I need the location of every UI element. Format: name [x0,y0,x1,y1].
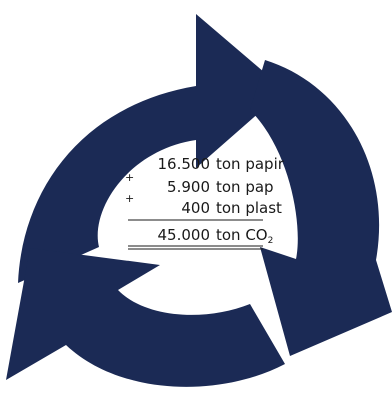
row-2-label: ton pap [216,178,274,196]
plus-sign-1: + [125,171,134,184]
row-3-number: 400 [181,199,210,217]
plus-sign-2: + [125,192,134,205]
recycle-arrow-right [250,60,392,356]
recycle-arrow-bottom [6,248,285,387]
row-1-label: ton papir [216,155,285,173]
row-3-label: ton plast [216,199,282,217]
recycle-arrow-top [18,14,285,283]
total-label: ton CO2 [216,226,273,246]
calculation-block: 16.500 ton papir + 5.900 ton pap + 400 t… [125,155,285,250]
recycle-arrows-icon [6,14,392,387]
row-1-number: 16.500 [158,155,211,173]
total-subscript: 2 [268,236,274,246]
row-2-number: 5.900 [167,178,210,196]
total-number: 45.000 [158,226,211,244]
